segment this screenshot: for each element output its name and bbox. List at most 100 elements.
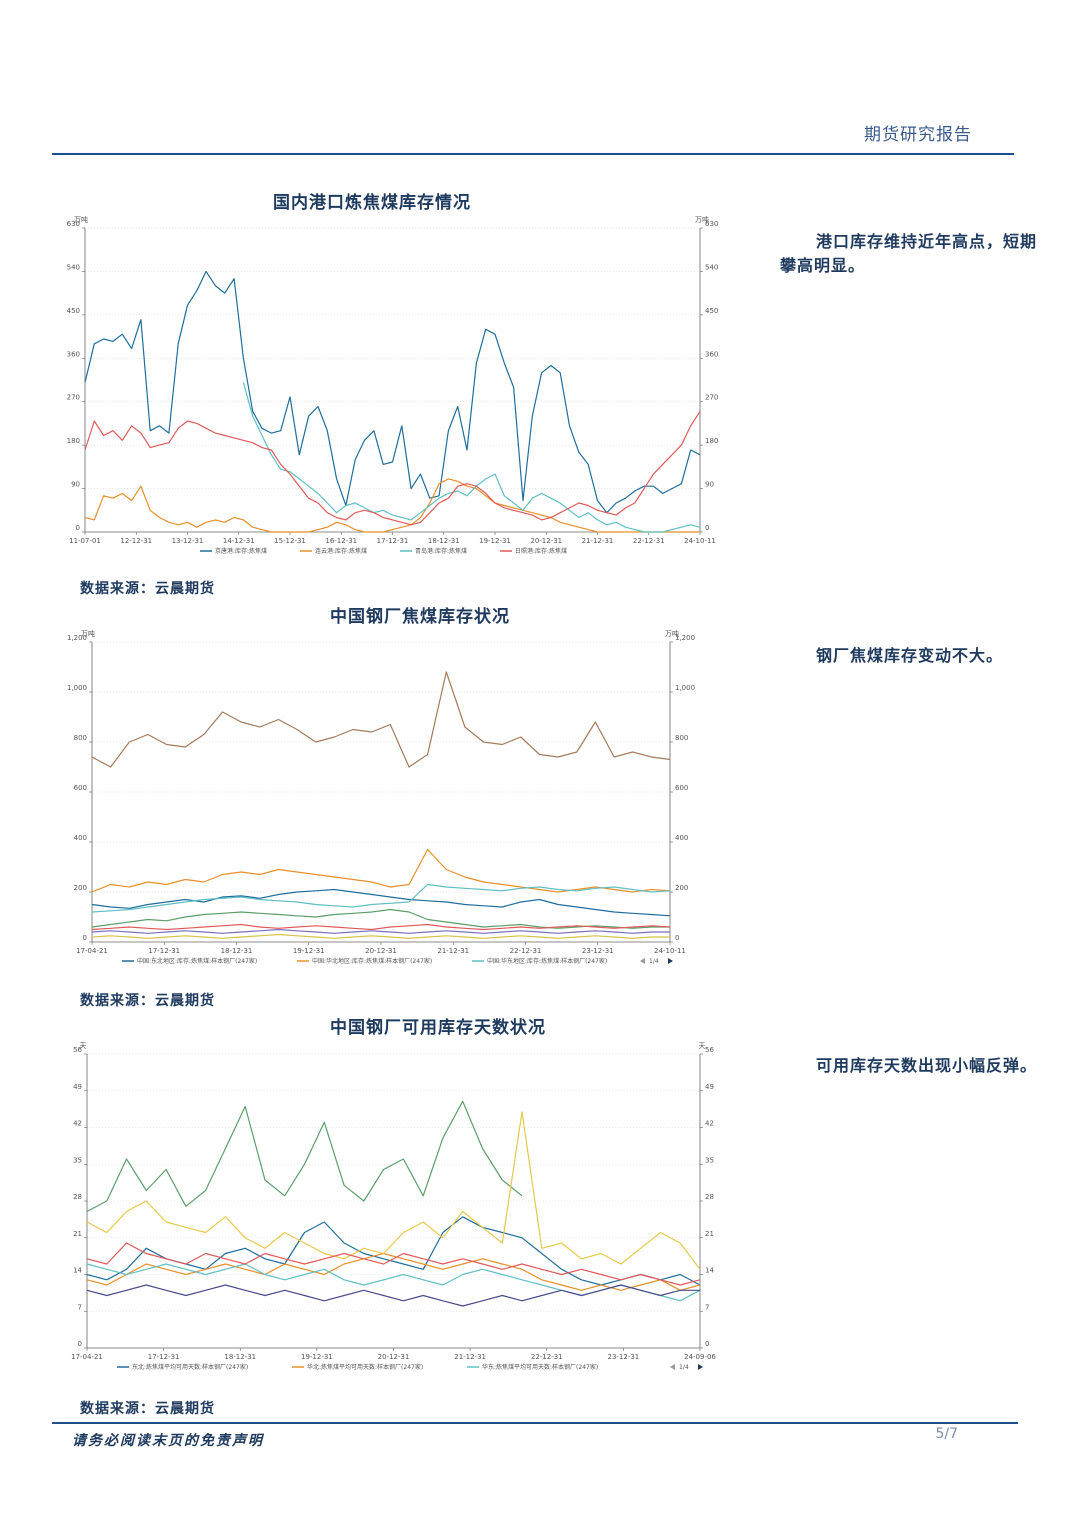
y-tick-label: 0 — [83, 934, 87, 942]
series-line-6 — [91, 928, 670, 934]
y-tick-label: 0 — [78, 1340, 82, 1348]
y-tick-label: 90 — [71, 481, 80, 489]
x-tick-label: 18-12-31 — [224, 1353, 256, 1361]
x-tick-label: 23-12-31 — [582, 947, 614, 955]
y-tick-label: 1,000 — [67, 684, 87, 692]
chart-inventory-days: 天 天 0 0 7 7 14 14 21 21 28 28 35 35 42 42 49 49 56 56 17-04-… — [71, 1042, 716, 1371]
y-tick-label: 7 — [78, 1303, 82, 1311]
y-tick-label: 800 — [74, 734, 87, 742]
legend-label: 青岛港:库存:炼焦煤 — [415, 547, 467, 555]
y-tick-label-right: 0 — [705, 1340, 709, 1348]
x-tick-label: 11-07-01 — [69, 537, 101, 545]
y-tick-label-right: 800 — [675, 734, 688, 742]
x-tick-label: 17-12-31 — [148, 1353, 180, 1361]
x-tick-label: 19-12-31 — [301, 1353, 333, 1361]
y-tick-label: 1,200 — [67, 634, 87, 642]
series-line-3 — [91, 671, 671, 768]
y-tick-label-right: 14 — [705, 1267, 714, 1275]
x-tick-label: 21-12-31 — [454, 1353, 486, 1361]
page-number: 5/7 — [935, 1426, 958, 1442]
x-tick-label: 24-10-11 — [654, 947, 686, 955]
x-tick-label: 21-12-31 — [582, 537, 614, 545]
x-tick-label: 13-12-31 — [172, 537, 204, 545]
y-tick-label-right: 1,000 — [675, 684, 695, 692]
y-tick-label-right: 42 — [705, 1120, 714, 1128]
legend-label: 连云港:库存:炼焦煤 — [315, 547, 367, 555]
x-tick-label: 17-04-21 — [76, 947, 108, 955]
series-line-0 — [86, 1216, 701, 1286]
y-tick-label: 21 — [73, 1230, 82, 1238]
y-tick-label-right: 180 — [705, 437, 718, 445]
chart-title-port-inventory: 国内港口炼焦煤库存情况 — [273, 193, 471, 213]
legend-label: 京唐港:库存:炼焦煤 — [215, 547, 267, 555]
y-unit-right: 万吨 — [665, 629, 679, 638]
series-line-0 — [91, 888, 671, 917]
series-line-3 — [84, 411, 701, 526]
y-tick-label-right: 7 — [705, 1303, 709, 1311]
series-line-2 — [242, 382, 701, 533]
series-line-6 — [86, 1284, 700, 1307]
report-header-title: 期货研究报告 — [864, 125, 972, 145]
y-tick-label: 540 — [67, 263, 80, 271]
legend-next-icon — [698, 1364, 703, 1370]
y-tick-label-right: 1,200 — [675, 634, 695, 642]
legend-prev-icon — [640, 958, 645, 964]
y-unit-left: 天 — [80, 1042, 87, 1050]
x-tick-label: 22-12-31 — [531, 1353, 563, 1361]
x-tick-label: 20-12-31 — [365, 947, 397, 955]
x-tick-label: 23-12-31 — [607, 1353, 639, 1361]
legend-label: 中国:华北地区:库存:炼焦煤:样本钢厂(247家) — [312, 957, 432, 965]
x-tick-label: 14-12-31 — [223, 537, 255, 545]
series-line-5 — [86, 1242, 701, 1286]
y-tick-label: 180 — [67, 437, 80, 445]
data-source-1: 数据来源：云晨期货 — [80, 581, 215, 597]
x-tick-label: 20-12-31 — [378, 1353, 410, 1361]
y-tick-label-right: 630 — [705, 220, 718, 228]
y-tick-label-right: 56 — [705, 1046, 714, 1054]
legend-prev-icon — [670, 1364, 675, 1370]
data-source-3: 数据来源：云晨期货 — [80, 1401, 215, 1417]
chart-title-inventory-days: 中国钢厂可用库存天数状况 — [330, 1018, 546, 1038]
y-tick-label-right: 400 — [675, 834, 688, 842]
legend-label: 中国:华东地区:库存:炼焦煤:样本钢厂(247家) — [487, 957, 607, 965]
series-line-1 — [91, 848, 671, 893]
commentary-mill-inventory: 钢厂焦煤库存变动不大。 — [816, 646, 1004, 665]
y-tick-label: 200 — [74, 884, 87, 892]
legend-pager: 1/4 — [679, 1364, 689, 1371]
y-tick-label-right: 21 — [705, 1230, 714, 1238]
x-tick-label: 22-12-31 — [510, 947, 542, 955]
y-tick-label: 0 — [76, 524, 80, 532]
series-line-1 — [84, 478, 700, 533]
y-tick-label: 600 — [74, 784, 87, 792]
x-tick-label: 15-12-31 — [274, 537, 306, 545]
y-tick-label: 35 — [73, 1156, 82, 1164]
commentary-inventory-days: 可用库存天数出现小幅反弹。 — [816, 1056, 1038, 1075]
series-line-3 — [86, 1100, 523, 1213]
y-tick-label-right: 270 — [705, 394, 718, 402]
y-tick-label-right: 200 — [675, 884, 688, 892]
legend-label: 华北:炼焦煤平均可用天数:样本钢厂(247家) — [307, 1363, 423, 1371]
y-tick-label-right: 0 — [705, 524, 709, 532]
y-tick-label: 49 — [73, 1083, 82, 1091]
disclaimer-note: 请务必阅读末页的免责声明 — [72, 1433, 264, 1449]
x-tick-label: 17-12-31 — [377, 537, 409, 545]
x-tick-label: 20-12-31 — [530, 537, 562, 545]
y-tick-label-right: 35 — [705, 1156, 714, 1164]
legend-label: 日照港:库存:炼焦煤 — [515, 547, 567, 555]
y-tick-label-right: 90 — [705, 481, 714, 489]
series-line-4 — [86, 1111, 701, 1270]
series-line-2 — [86, 1263, 701, 1302]
y-tick-label: 360 — [67, 350, 80, 358]
legend-label: 华东:炼焦煤平均可用天数:样本钢厂(247家) — [482, 1363, 598, 1371]
footer-divider — [52, 1422, 1018, 1424]
x-tick-label: 21-12-31 — [437, 947, 469, 955]
x-tick-label: 12-12-31 — [120, 537, 152, 545]
series-line-7 — [91, 933, 670, 939]
series-line-0 — [84, 270, 701, 514]
x-tick-label: 19-12-31 — [479, 537, 511, 545]
commentary-port-inventory: 港口库存维持近年高点，短期攀高明显。 — [780, 232, 1038, 275]
y-tick-label-right: 600 — [675, 784, 688, 792]
x-tick-label: 17-12-31 — [148, 947, 180, 955]
y-unit-left: 万吨 — [74, 215, 88, 224]
y-tick-label: 42 — [73, 1120, 82, 1128]
